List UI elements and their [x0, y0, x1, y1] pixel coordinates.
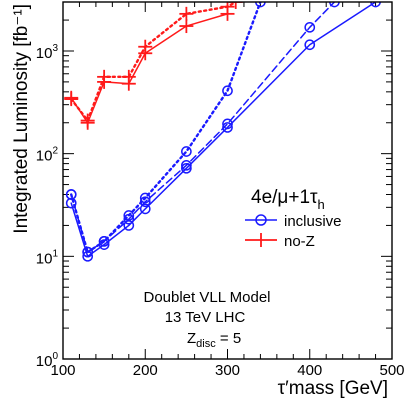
data-point [228, 2, 243, 9]
y-tick-label-exp: 2 [52, 146, 58, 157]
x-tick-label: 500 [379, 362, 404, 379]
data-point [97, 69, 112, 84]
y-tick-label-base: 10 [36, 353, 53, 370]
data-point [98, 235, 110, 247]
series-line [70, 2, 377, 258]
data-point [64, 92, 79, 107]
y-tick-label-base: 10 [36, 45, 53, 62]
series-line [70, 2, 262, 254]
data-point [65, 189, 77, 200]
y-tick-label-exp: 3 [52, 43, 58, 54]
x-tick-label: 400 [297, 362, 322, 379]
data-point [123, 210, 135, 221]
data-point [222, 118, 233, 130]
energy-annotation: 13 TeV LHC [165, 309, 246, 326]
data-point [139, 203, 151, 215]
data-point [304, 39, 316, 51]
legend-symbol-no-z [245, 233, 277, 247]
axis-ticks [62, 1, 393, 360]
legend-symbol-inclusive [245, 214, 277, 226]
legend-label-no-z: no-Z [284, 233, 315, 250]
y-tick-label: 100 [36, 351, 59, 370]
data-point [179, 19, 194, 34]
data-point [329, 2, 340, 8]
y-tick-label: 101 [36, 248, 59, 267]
legend-title: 4e/μ+1τh [251, 187, 325, 212]
legend-title-sub: h [318, 197, 325, 212]
data-point [181, 162, 192, 174]
data-point [80, 113, 95, 128]
y-tick-label: 102 [36, 146, 59, 165]
series-line [70, 13, 229, 124]
y-tick-label-base: 10 [36, 148, 53, 165]
zdisc-sub: disc [196, 338, 216, 350]
y-axis-label: Integrated Luminosity [fb⁻¹] [11, 4, 32, 234]
data-point [181, 146, 192, 157]
zdisc-main: Z [187, 330, 196, 347]
data-point [370, 2, 381, 8]
x-tick-label: 100 [50, 362, 75, 379]
legend-label-inclusive: inclusive [284, 213, 342, 230]
y-tick-label-base: 10 [36, 250, 53, 267]
legend: 4e/μ+1τh inclusive no-Z [245, 187, 342, 250]
series-inclusive-dotted [65, 2, 266, 258]
data-point [138, 39, 153, 54]
y-tick-label-exp: 1 [52, 248, 58, 259]
series-inclusive-solid [65, 2, 381, 262]
data-point [139, 192, 151, 204]
data-point [181, 159, 192, 171]
y-tick-label-exp: 0 [52, 351, 58, 362]
zdisc-value: = 5 [216, 330, 241, 347]
x-axis-label: τ′mass [GeV] [278, 378, 388, 399]
series-layer [64, 2, 381, 262]
data-point [255, 2, 266, 8]
data-point [121, 69, 136, 84]
data-point [304, 21, 316, 33]
data-point [82, 246, 94, 258]
zdisc-annotation: Zdisc = 5 [187, 330, 241, 350]
legend-title-main: 4e/μ+1τ [251, 187, 318, 208]
model-annotation: Doublet VLL Model [143, 289, 270, 306]
data-point [222, 85, 233, 97]
series-no-Z-solid [64, 6, 235, 130]
series-line [70, 2, 237, 122]
series-no-Z-dotted [64, 2, 243, 128]
x-tick-label: 200 [133, 362, 158, 379]
data-point [179, 6, 194, 21]
y-tick-label: 103 [36, 43, 59, 62]
data-point [222, 122, 233, 133]
x-tick-label: 300 [215, 362, 240, 379]
x-tick-labels: 100 200 300 400 500 [50, 362, 404, 379]
plot-frame [62, 1, 393, 360]
